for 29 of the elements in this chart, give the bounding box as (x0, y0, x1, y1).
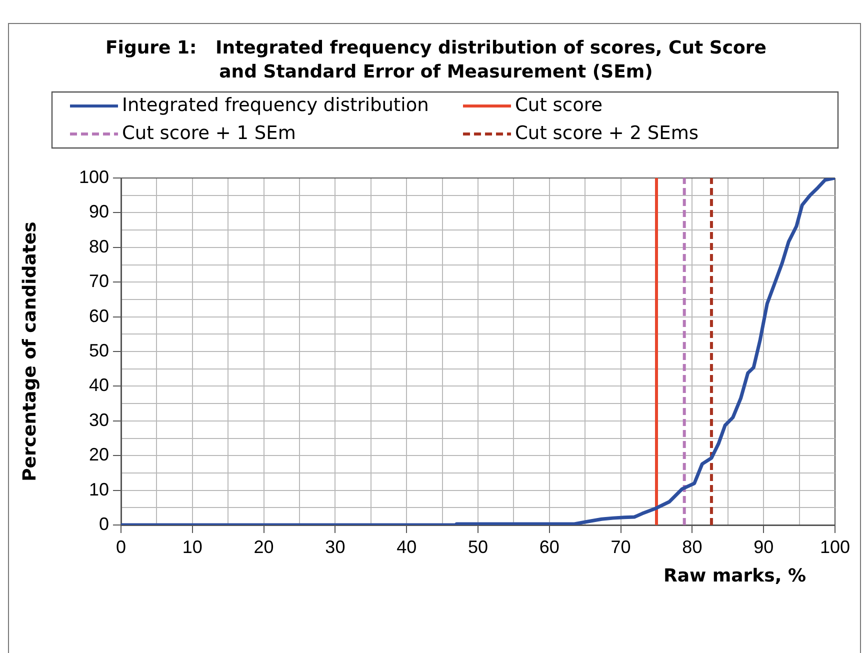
y-tick-label: 20 (88, 444, 109, 465)
y-tick-label: 50 (88, 340, 109, 360)
y-tick-label: 80 (88, 236, 109, 256)
y-tick-label: 30 (88, 410, 109, 430)
x-tick-label: 50 (468, 536, 488, 557)
legend-label: Integrated frequency distribution (122, 94, 429, 116)
legend-label: Cut score + 2 SEms (515, 122, 698, 144)
x-tick-label: 30 (325, 536, 346, 557)
x-tick-label: 100 (820, 536, 850, 557)
x-tick-label: 0 (116, 536, 126, 557)
y-tick-label: 40 (88, 375, 109, 396)
legend-label: Cut score + 1 SEm (122, 122, 296, 144)
y-tick-label: 0 (98, 514, 109, 534)
y-tick-label: 90 (88, 202, 109, 222)
y-tick-label: 60 (88, 306, 109, 326)
x-tick-label: 90 (754, 536, 774, 557)
x-tick-label: 70 (610, 536, 631, 557)
y-tick-label: 10 (88, 479, 109, 500)
y-tick-label: 100 (78, 166, 109, 187)
y-axis-title: Percentage of candidates (19, 222, 40, 482)
x-tick-label: 80 (682, 536, 702, 557)
legend-label: Cut score (515, 94, 602, 116)
x-tick-label: 60 (539, 536, 560, 557)
x-tick-label: 10 (182, 536, 202, 557)
x-tick-label: 20 (254, 536, 274, 557)
y-tick-label: 70 (88, 271, 109, 292)
x-tick-label: 40 (396, 536, 417, 557)
x-axis-title: Raw marks, % (663, 566, 806, 587)
chart-title: Figure 1: Integrated frequency distribution of scores, Cut Score and Standard Error of Measurement (SEm) (106, 38, 766, 83)
